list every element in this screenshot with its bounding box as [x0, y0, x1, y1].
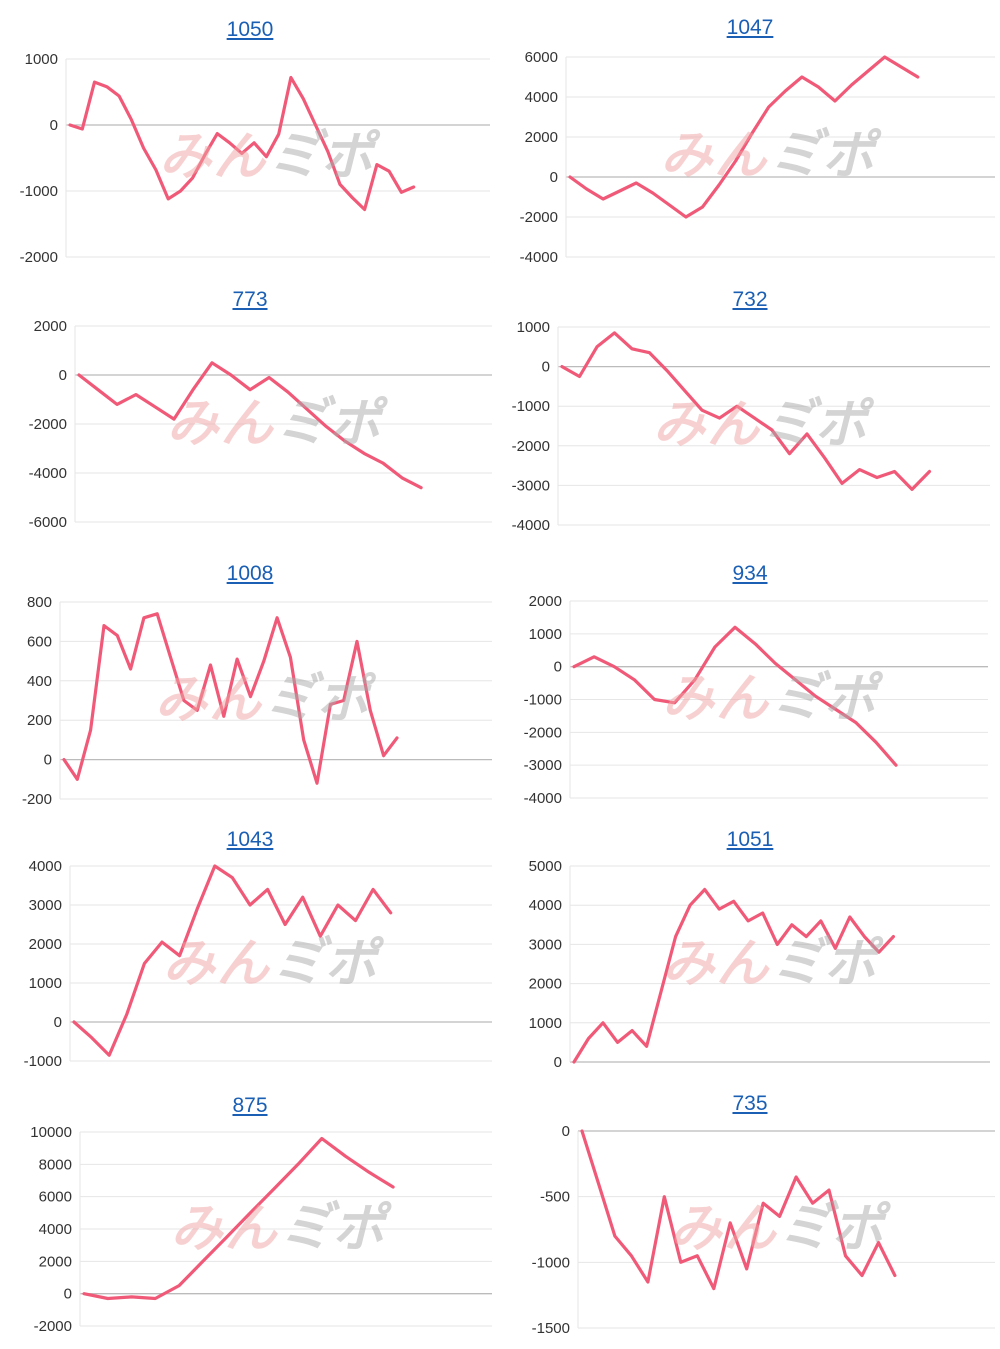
y-tick-label: -2000 [524, 724, 562, 741]
y-tick-label: -4000 [512, 517, 550, 534]
y-tick-label: 6000 [525, 49, 558, 66]
chart-panel-1008: 1008 800 600 400 200 0 -200 みんミ゙ポ [0, 538, 500, 808]
y-tick-label: -2000 [29, 416, 67, 433]
y-tick-label: 6000 [39, 1189, 72, 1206]
y-tick-label: 1000 [25, 51, 58, 68]
y-tick-label: 0 [50, 117, 58, 134]
chart-panel-934: 934 2000 1000 0 -1000 -2000 -3000 -4000 みんミ゙ポ [500, 538, 1000, 807]
y-tick-label: -3000 [524, 757, 562, 774]
line-chart-svg: 10000 8000 6000 4000 2000 0 -2000 [30, 1124, 492, 1335]
y-tick-label: -2000 [34, 1318, 72, 1335]
y-tick-label: -1000 [512, 398, 550, 415]
chart-panel-732: 732 1000 0 -1000 -2000 -3000 -4000 みんミ゙ポ [500, 268, 1000, 536]
y-tick-label: -2000 [520, 209, 558, 226]
chart-title-link[interactable]: 1008 [226, 562, 274, 585]
y-tick-label: 0 [554, 659, 562, 676]
chart-title-link[interactable]: 1047 [726, 16, 774, 39]
y-tick-label: 10000 [30, 1124, 72, 1141]
y-tick-label: -1000 [24, 1053, 62, 1070]
y-tick-label: 0 [54, 1014, 62, 1031]
y-tick-label: 2000 [525, 129, 558, 146]
y-tick-label: 0 [64, 1286, 72, 1303]
series-line [568, 55, 920, 219]
y-tick-label: 0 [542, 359, 550, 376]
line-chart-svg: 1000 0 -1000 -2000 -3000 -4000 [512, 319, 990, 534]
y-tick-label: -4000 [520, 249, 558, 266]
series-line [82, 1136, 395, 1301]
y-tick-label: 2000 [34, 318, 67, 335]
y-tick-label: 0 [44, 752, 52, 769]
y-tick-label: -2000 [20, 249, 58, 266]
y-tick-label: -500 [540, 1189, 570, 1206]
y-tick-label: -1000 [20, 183, 58, 200]
y-tick-label: 0 [562, 1123, 570, 1140]
series-line [560, 331, 932, 491]
y-tick-label: 4000 [525, 89, 558, 106]
y-tick-label: 2000 [529, 976, 562, 993]
series-line [62, 612, 399, 785]
line-chart-svg: 2000 0 -2000 -4000 -6000 [29, 318, 492, 531]
chart-panel-773: 773 2000 0 -2000 -4000 -6000 みんミ゙ポ [0, 268, 500, 536]
y-tick-label: 1000 [529, 1015, 562, 1032]
chart-panel-1051: 1051 5000 4000 3000 2000 1000 0 みんミ゙ポ [500, 808, 1000, 1076]
chart-title-link[interactable]: 773 [232, 288, 268, 311]
line-chart-svg: 0 -500 -1000 -1500 [532, 1123, 995, 1337]
chart-panel-735: 735 0 -500 -1000 -1500 みんミ゙ポ [500, 1074, 1000, 1342]
y-tick-label: 4000 [29, 858, 62, 875]
y-tick-label: -1500 [532, 1320, 570, 1337]
y-tick-label: 200 [27, 712, 52, 729]
line-chart-svg: 6000 4000 2000 0 -2000 -4000 [520, 49, 995, 266]
chart-title-link[interactable]: 934 [732, 562, 768, 585]
y-tick-label: 8000 [39, 1156, 72, 1173]
y-tick-label: 0 [59, 367, 67, 384]
series-line [572, 625, 898, 767]
y-tick-label: 1000 [29, 975, 62, 992]
chart-title-link[interactable]: 735 [732, 1092, 768, 1115]
y-tick-label: -1000 [532, 1254, 570, 1271]
line-chart-svg: 4000 3000 2000 1000 0 -1000 [24, 858, 492, 1070]
y-tick-label: 3000 [29, 897, 62, 914]
y-tick-label: -1000 [524, 692, 562, 709]
chart-title-link[interactable]: 1043 [226, 828, 274, 851]
y-tick-label: 0 [550, 169, 558, 186]
y-tick-label: 2000 [529, 593, 562, 610]
y-tick-label: 1000 [529, 626, 562, 643]
series-line [572, 887, 895, 1064]
y-tick-label: 2000 [39, 1253, 72, 1270]
chart-title-link[interactable]: 1051 [726, 828, 774, 851]
chart-panel-1050: 1050 1000 0 -1000 -2000 みんミ゙ポ [0, 0, 500, 268]
y-tick-label: 400 [27, 673, 52, 690]
chart-title-link[interactable]: 875 [232, 1094, 268, 1117]
y-tick-label: 4000 [39, 1221, 72, 1238]
y-tick-label: -200 [22, 791, 52, 808]
y-tick-label: 2000 [29, 936, 62, 953]
y-tick-label: -2000 [512, 438, 550, 455]
line-chart-svg: 2000 1000 0 -1000 -2000 -3000 -4000 [524, 593, 988, 807]
y-tick-label: -4000 [524, 790, 562, 807]
chart-panel-875: 875 10000 8000 6000 4000 2000 0 -2000 みんミ゙ポ [0, 1074, 500, 1342]
line-chart-svg: 1000 0 -1000 -2000 [20, 51, 490, 266]
y-tick-label: 3000 [529, 936, 562, 953]
y-tick-label: -6000 [29, 514, 67, 531]
y-tick-label: 1000 [517, 319, 550, 336]
y-tick-label: 4000 [529, 897, 562, 914]
series-line [580, 1129, 897, 1291]
y-tick-label: 5000 [529, 858, 562, 875]
chart-title-link[interactable]: 732 [732, 288, 768, 311]
series-line [72, 864, 393, 1057]
series-line [77, 361, 423, 490]
series-line [68, 75, 416, 212]
line-chart-svg: 5000 4000 3000 2000 1000 0 [529, 858, 990, 1071]
y-tick-label: -4000 [29, 465, 67, 482]
y-tick-label: 600 [27, 633, 52, 650]
chart-panel-1043: 1043 4000 3000 2000 1000 0 -1000 みんミ゙ポ [0, 808, 500, 1076]
line-chart-svg: 800 600 400 200 0 -200 [22, 594, 492, 808]
y-tick-label: -3000 [512, 477, 550, 494]
y-tick-label: 800 [27, 594, 52, 611]
y-tick-label: 0 [554, 1054, 562, 1071]
chart-title-link[interactable]: 1050 [226, 18, 274, 41]
chart-panel-1047: 1047 6000 4000 2000 0 -2000 -4000 みんミ゙ポ [500, 0, 1000, 268]
